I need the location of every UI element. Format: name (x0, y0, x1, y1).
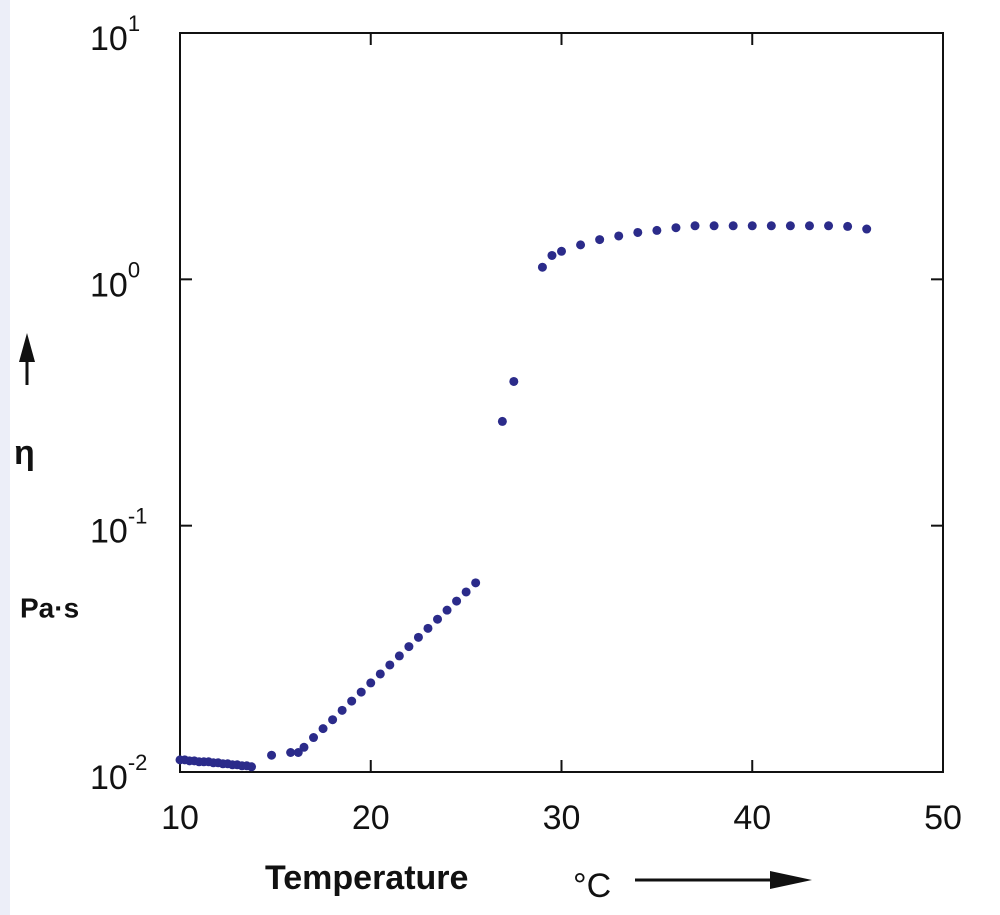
data-point (804, 221, 814, 231)
data-point (843, 221, 853, 231)
x-axis-unit: °C (573, 867, 611, 905)
data-point (537, 262, 547, 272)
y-tick-label: 101 (90, 11, 140, 58)
data-point (318, 724, 328, 734)
x-tick-label: 30 (543, 799, 581, 837)
data-point (433, 614, 443, 624)
data-point (356, 687, 366, 697)
data-point (413, 632, 423, 642)
data-point (509, 376, 519, 386)
y-tick-base: 10 (90, 513, 128, 551)
data-point (671, 223, 681, 233)
x-tick-label: 10 (161, 799, 199, 837)
data-point (614, 231, 624, 241)
data-point (785, 221, 795, 231)
data-point (690, 221, 700, 231)
plot-frame (179, 32, 944, 773)
x-tick-label: 20 (352, 799, 390, 837)
data-point (293, 747, 303, 757)
y-tick-exponent: -2 (128, 750, 148, 775)
data-point (309, 733, 319, 743)
data-point (375, 669, 385, 679)
data-point (247, 762, 257, 772)
y-tick-exponent: 1 (128, 11, 140, 36)
data-point (452, 596, 462, 606)
data-point (337, 705, 347, 715)
y-tick-exponent: -1 (128, 503, 148, 528)
data-point (299, 742, 309, 752)
data-point (423, 623, 433, 633)
data-point (766, 221, 776, 231)
data-point (461, 587, 471, 597)
y-tick-exponent: 0 (128, 257, 140, 282)
x-tick-label: 40 (733, 799, 771, 837)
data-point (652, 225, 662, 235)
data-point (557, 246, 566, 256)
y-tick-base: 10 (90, 20, 128, 58)
data-point (394, 651, 404, 661)
data-point (595, 235, 605, 245)
data-point (347, 696, 357, 706)
y-tick-base: 10 (90, 266, 128, 304)
x-tick-label: 50 (924, 799, 962, 837)
data-point (471, 578, 481, 588)
data-point (404, 642, 414, 652)
data-point (497, 416, 507, 426)
data-point (824, 221, 834, 231)
data-point (633, 227, 643, 237)
side-strip (0, 0, 10, 915)
data-point (576, 240, 586, 250)
y-tick-base: 10 (90, 759, 128, 797)
y-arrow (19, 333, 35, 385)
data-point (728, 221, 738, 231)
data-point (267, 750, 277, 760)
data-point (286, 747, 296, 757)
x-axis-title: Temperature (265, 859, 468, 897)
data-point (709, 221, 719, 231)
y-tick-label: 10-1 (90, 503, 147, 550)
data-point (862, 224, 872, 234)
y-tick-label: 10-2 (90, 750, 147, 797)
data-point (366, 678, 376, 688)
data-point (442, 605, 452, 615)
data-point (328, 715, 338, 725)
y-axis-unit: Pa·s (20, 592, 79, 623)
y-tick-label: 100 (90, 257, 140, 304)
data-point (547, 250, 557, 260)
x-arrow (635, 871, 812, 889)
data-point (385, 660, 395, 670)
data-point (747, 221, 757, 231)
y-axis-title: η (14, 434, 35, 472)
